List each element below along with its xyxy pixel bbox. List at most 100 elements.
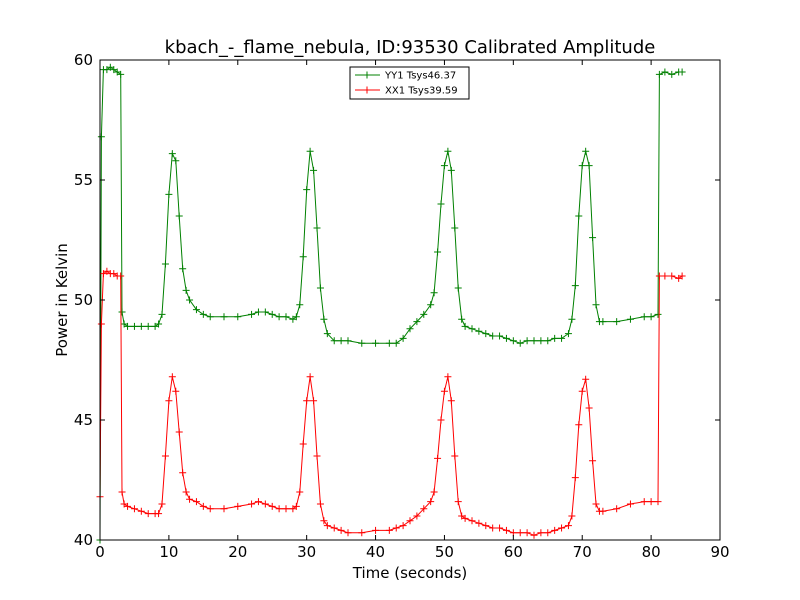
data-point	[117, 272, 125, 280]
chart-title: kbach_-_flame_nebula, ID:93530 Calibrate…	[165, 37, 656, 58]
data-point	[199, 502, 207, 510]
data-point	[313, 224, 321, 232]
data-point	[344, 529, 352, 537]
data-point	[582, 147, 590, 155]
data-point	[626, 315, 634, 323]
data-point	[434, 454, 442, 462]
data-point	[661, 272, 669, 280]
data-point	[626, 500, 634, 508]
data-point	[413, 512, 421, 520]
data-point	[137, 507, 145, 515]
data-point	[537, 337, 545, 345]
data-point	[489, 524, 497, 532]
data-point	[564, 522, 572, 530]
data-point	[592, 301, 600, 309]
data-point	[97, 133, 105, 141]
data-point	[392, 524, 400, 532]
data-point	[468, 325, 476, 333]
data-point	[575, 212, 583, 220]
data-point	[668, 70, 676, 78]
x-tick-label: 90	[710, 543, 729, 561]
data-point	[434, 248, 442, 256]
data-point	[310, 166, 318, 174]
data-point	[430, 289, 438, 297]
data-point	[613, 505, 621, 513]
data-point	[299, 253, 307, 261]
data-point	[589, 234, 597, 242]
data-point	[192, 498, 200, 506]
data-point	[124, 502, 132, 510]
data-point	[454, 284, 462, 292]
data-point	[158, 310, 166, 318]
data-point	[575, 421, 583, 429]
data-point	[137, 322, 145, 330]
data-point	[254, 498, 262, 506]
data-point	[303, 186, 311, 194]
data-point	[186, 495, 194, 503]
data-point	[640, 313, 648, 321]
data-point	[654, 310, 662, 318]
data-point	[509, 337, 517, 345]
data-point	[558, 334, 566, 342]
data-point	[206, 505, 214, 513]
data-point	[454, 498, 462, 506]
data-point	[179, 469, 187, 477]
data-point	[155, 320, 163, 328]
data-point	[303, 397, 311, 405]
data-point	[168, 373, 176, 381]
legend: YY1 Tsys46.37 XX1 Tsys39.59	[349, 66, 470, 100]
data-point	[447, 397, 455, 405]
data-point	[496, 332, 504, 340]
data-point	[282, 505, 290, 513]
series-line	[99, 270, 683, 536]
data-point	[316, 500, 324, 508]
data-point	[337, 526, 345, 534]
data-point	[358, 529, 366, 537]
x-tick-label: 60	[504, 543, 523, 561]
data-point	[165, 190, 173, 198]
data-point	[406, 517, 414, 525]
data-point	[117, 70, 125, 78]
data-point	[475, 327, 483, 335]
series-0	[96, 63, 686, 544]
data-point	[144, 322, 152, 330]
data-point	[186, 296, 194, 304]
data-point	[182, 286, 190, 294]
data-point	[399, 334, 407, 342]
x-tick-label: 50	[435, 543, 454, 561]
data-point	[220, 505, 228, 513]
data-point	[447, 166, 455, 174]
data-point	[578, 387, 586, 395]
data-point	[330, 337, 338, 345]
data-point	[530, 337, 538, 345]
data-point	[299, 440, 307, 448]
legend-item: YY1 Tsys46.37	[355, 71, 456, 82]
data-point	[161, 260, 169, 268]
data-point	[558, 524, 566, 532]
data-point	[399, 522, 407, 530]
x-tick-label: 30	[297, 543, 316, 561]
data-point	[337, 337, 345, 345]
data-point	[248, 310, 256, 318]
y-tick-label: 45	[74, 411, 93, 429]
data-point	[437, 416, 445, 424]
data-point	[323, 522, 331, 530]
y-tick-label: 50	[74, 291, 93, 309]
data-point	[461, 322, 469, 330]
data-point	[589, 457, 597, 465]
data-point	[516, 529, 524, 537]
data-point	[261, 500, 269, 508]
data-point	[392, 339, 400, 347]
data-point	[268, 310, 276, 318]
data-point	[199, 310, 207, 318]
data-point	[97, 320, 105, 328]
data-point	[568, 512, 576, 520]
data-point	[118, 488, 126, 496]
data-point	[306, 373, 314, 381]
x-tick-label: 20	[228, 543, 247, 561]
data-point	[678, 68, 686, 76]
data-point	[118, 308, 126, 316]
legend-label: YY1 Tsys46.37	[384, 71, 456, 82]
data-point	[372, 339, 380, 347]
